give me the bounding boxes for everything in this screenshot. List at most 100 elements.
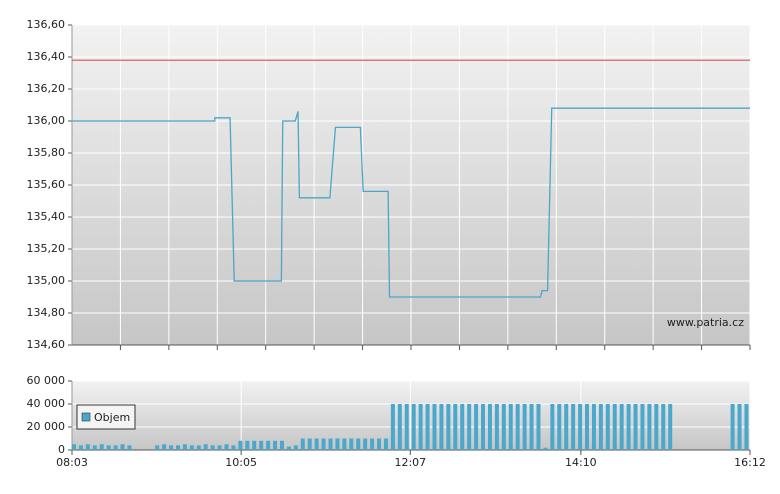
x-tick-label: 08:03 (56, 456, 88, 469)
volume-bar (515, 404, 520, 450)
volume-bar (328, 438, 333, 450)
legend-label: Objem (94, 411, 130, 424)
volume-bar (72, 444, 76, 450)
volume-bar (279, 440, 284, 450)
volume-bar (474, 404, 479, 450)
y-tick-label: 136,00 (27, 114, 66, 127)
volume-bar (404, 404, 409, 450)
volume-bar (189, 445, 194, 450)
volume-bar (487, 404, 492, 450)
volume-bar (307, 438, 312, 450)
volume-bar (203, 444, 208, 450)
volume-bar (335, 438, 340, 450)
volume-bar (370, 438, 375, 450)
y-tick-label: 134,60 (27, 338, 66, 351)
volume-bar (619, 404, 624, 450)
volume-bar (356, 438, 361, 450)
volume-bar (481, 404, 486, 450)
y-tick-label: 40 000 (27, 397, 66, 410)
volume-bar (411, 404, 416, 450)
volume-bar (377, 438, 382, 450)
volume-bar (99, 444, 104, 450)
volume-bar (446, 404, 451, 450)
watermark: www.patria.cz (667, 316, 744, 329)
volume-bar (252, 440, 257, 450)
volume-bar (543, 447, 548, 450)
volume-bar (578, 404, 583, 450)
x-tick-label: 16:12 (734, 456, 766, 469)
volume-bar (654, 404, 659, 450)
volume-bar (626, 404, 631, 450)
volume-bar (169, 445, 174, 450)
volume-bar (363, 438, 368, 450)
x-tick-label: 10:05 (225, 456, 257, 469)
volume-bar (640, 404, 645, 450)
volume-bar (564, 404, 569, 450)
y-tick-label: 0 (58, 443, 65, 456)
volume-bar (432, 404, 437, 450)
volume-bar (210, 445, 215, 450)
volume-bar (155, 445, 160, 450)
volume-bar (286, 446, 291, 450)
legend: Objem (76, 404, 136, 430)
volume-bar (120, 444, 125, 450)
volume-bar (92, 445, 97, 450)
volume-bar (550, 404, 555, 450)
legend-box (76, 404, 136, 430)
volume-bar (182, 444, 187, 450)
volume-bar (300, 438, 305, 450)
volume-bar (273, 440, 278, 450)
y-tick-label: 135,20 (27, 242, 66, 255)
volume-bar (349, 438, 354, 450)
y-tick-label: 136,40 (27, 50, 66, 63)
volume-bar (494, 404, 499, 450)
y-tick-label: 135,60 (27, 178, 66, 191)
y-tick-label: 135,80 (27, 146, 66, 159)
volume-bar (730, 404, 735, 450)
volume-bar (585, 404, 590, 450)
volume-bar (196, 445, 201, 450)
volume-bar (259, 440, 264, 450)
volume-bar (439, 404, 444, 450)
volume-bar (78, 445, 83, 450)
volume-bar (418, 404, 423, 450)
volume-bar (536, 404, 541, 450)
volume-bar (425, 404, 430, 450)
volume-bar (598, 404, 603, 450)
y-tick-label: 136,20 (27, 82, 66, 95)
y-tick-label: 135,40 (27, 210, 66, 223)
volume-bar (175, 445, 180, 450)
volume-bar (633, 404, 638, 450)
y-tick-label: 134,80 (27, 306, 66, 319)
volume-bar (508, 404, 513, 450)
volume-bar (737, 404, 742, 450)
volume-bar (571, 404, 576, 450)
volume-bar (85, 444, 90, 450)
x-tick-label: 12:07 (394, 456, 426, 469)
x-tick-label: 14:10 (565, 456, 597, 469)
y-tick-label: 136,60 (27, 18, 66, 31)
volume-bar (460, 404, 465, 450)
legend-swatch (81, 412, 91, 422)
volume-bar (668, 404, 673, 450)
y-tick-label: 135,00 (27, 274, 66, 287)
volume-bar (231, 445, 236, 450)
volume-bar (529, 404, 534, 450)
volume-bar (113, 445, 118, 450)
volume-bar (321, 438, 326, 450)
volume-bar (106, 445, 111, 450)
y-tick-label: 60 000 (27, 374, 66, 387)
volume-bar (224, 444, 229, 450)
volume-bar (522, 404, 527, 450)
volume-bar (127, 445, 132, 450)
volume-bar (453, 404, 458, 450)
volume-bar (647, 404, 652, 450)
volume-bar (744, 404, 749, 450)
y-tick-label: 20 000 (27, 420, 66, 433)
volume-bar (591, 404, 596, 450)
volume-bar (266, 440, 271, 450)
volume-bar (605, 404, 610, 450)
volume-bar (557, 404, 562, 450)
price-line (72, 107, 750, 298)
